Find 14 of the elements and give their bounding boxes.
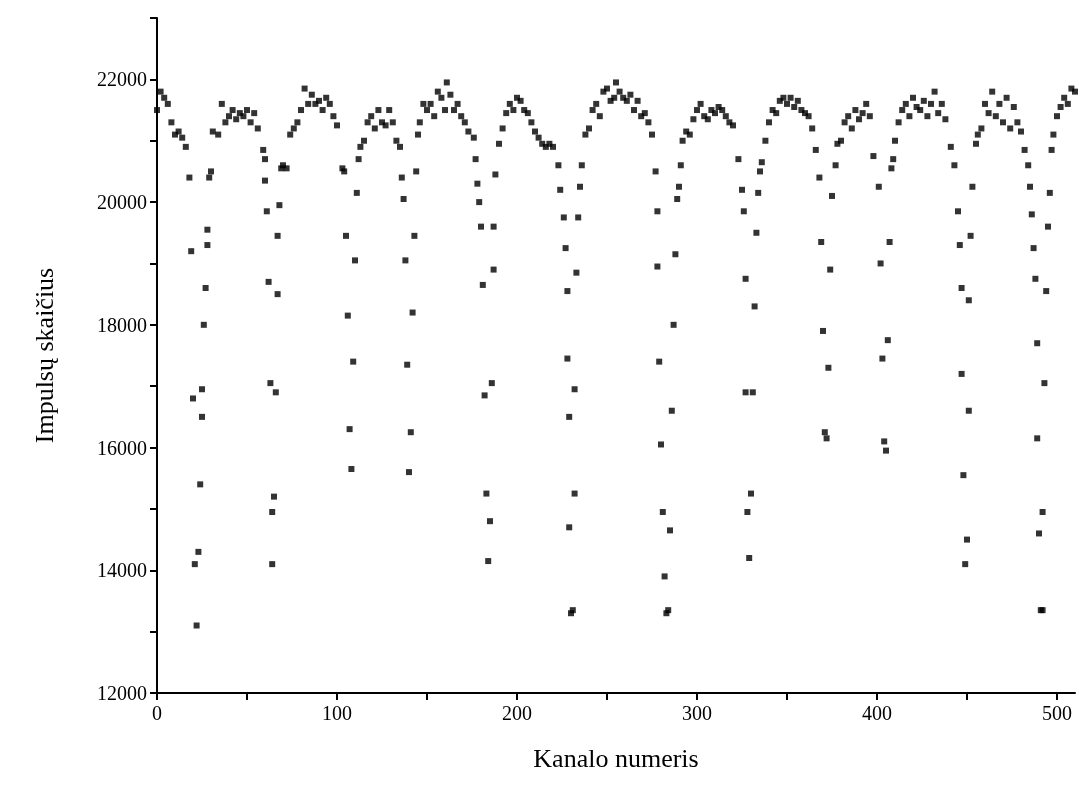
x-tick-label: 0 [152,702,162,724]
x-tick-label: 200 [502,702,532,724]
x-tick-label: 400 [862,702,892,724]
y-tick-label: 12000 [97,682,147,704]
y-tick-label: 18000 [97,313,147,336]
y-axis-title: Impulsų skaičius [29,267,59,444]
x-axis-title: Kanalo numeris [533,743,699,773]
x-tick-label: 100 [322,702,352,724]
y-tick-label: 16000 [97,436,147,459]
y-tick-label: 22000 [97,68,147,91]
x-tick-label: 500 [1042,702,1072,724]
y-tick-label: 20000 [97,191,147,214]
x-tick-label: 300 [682,702,712,724]
y-tick-label: 14000 [97,559,147,582]
